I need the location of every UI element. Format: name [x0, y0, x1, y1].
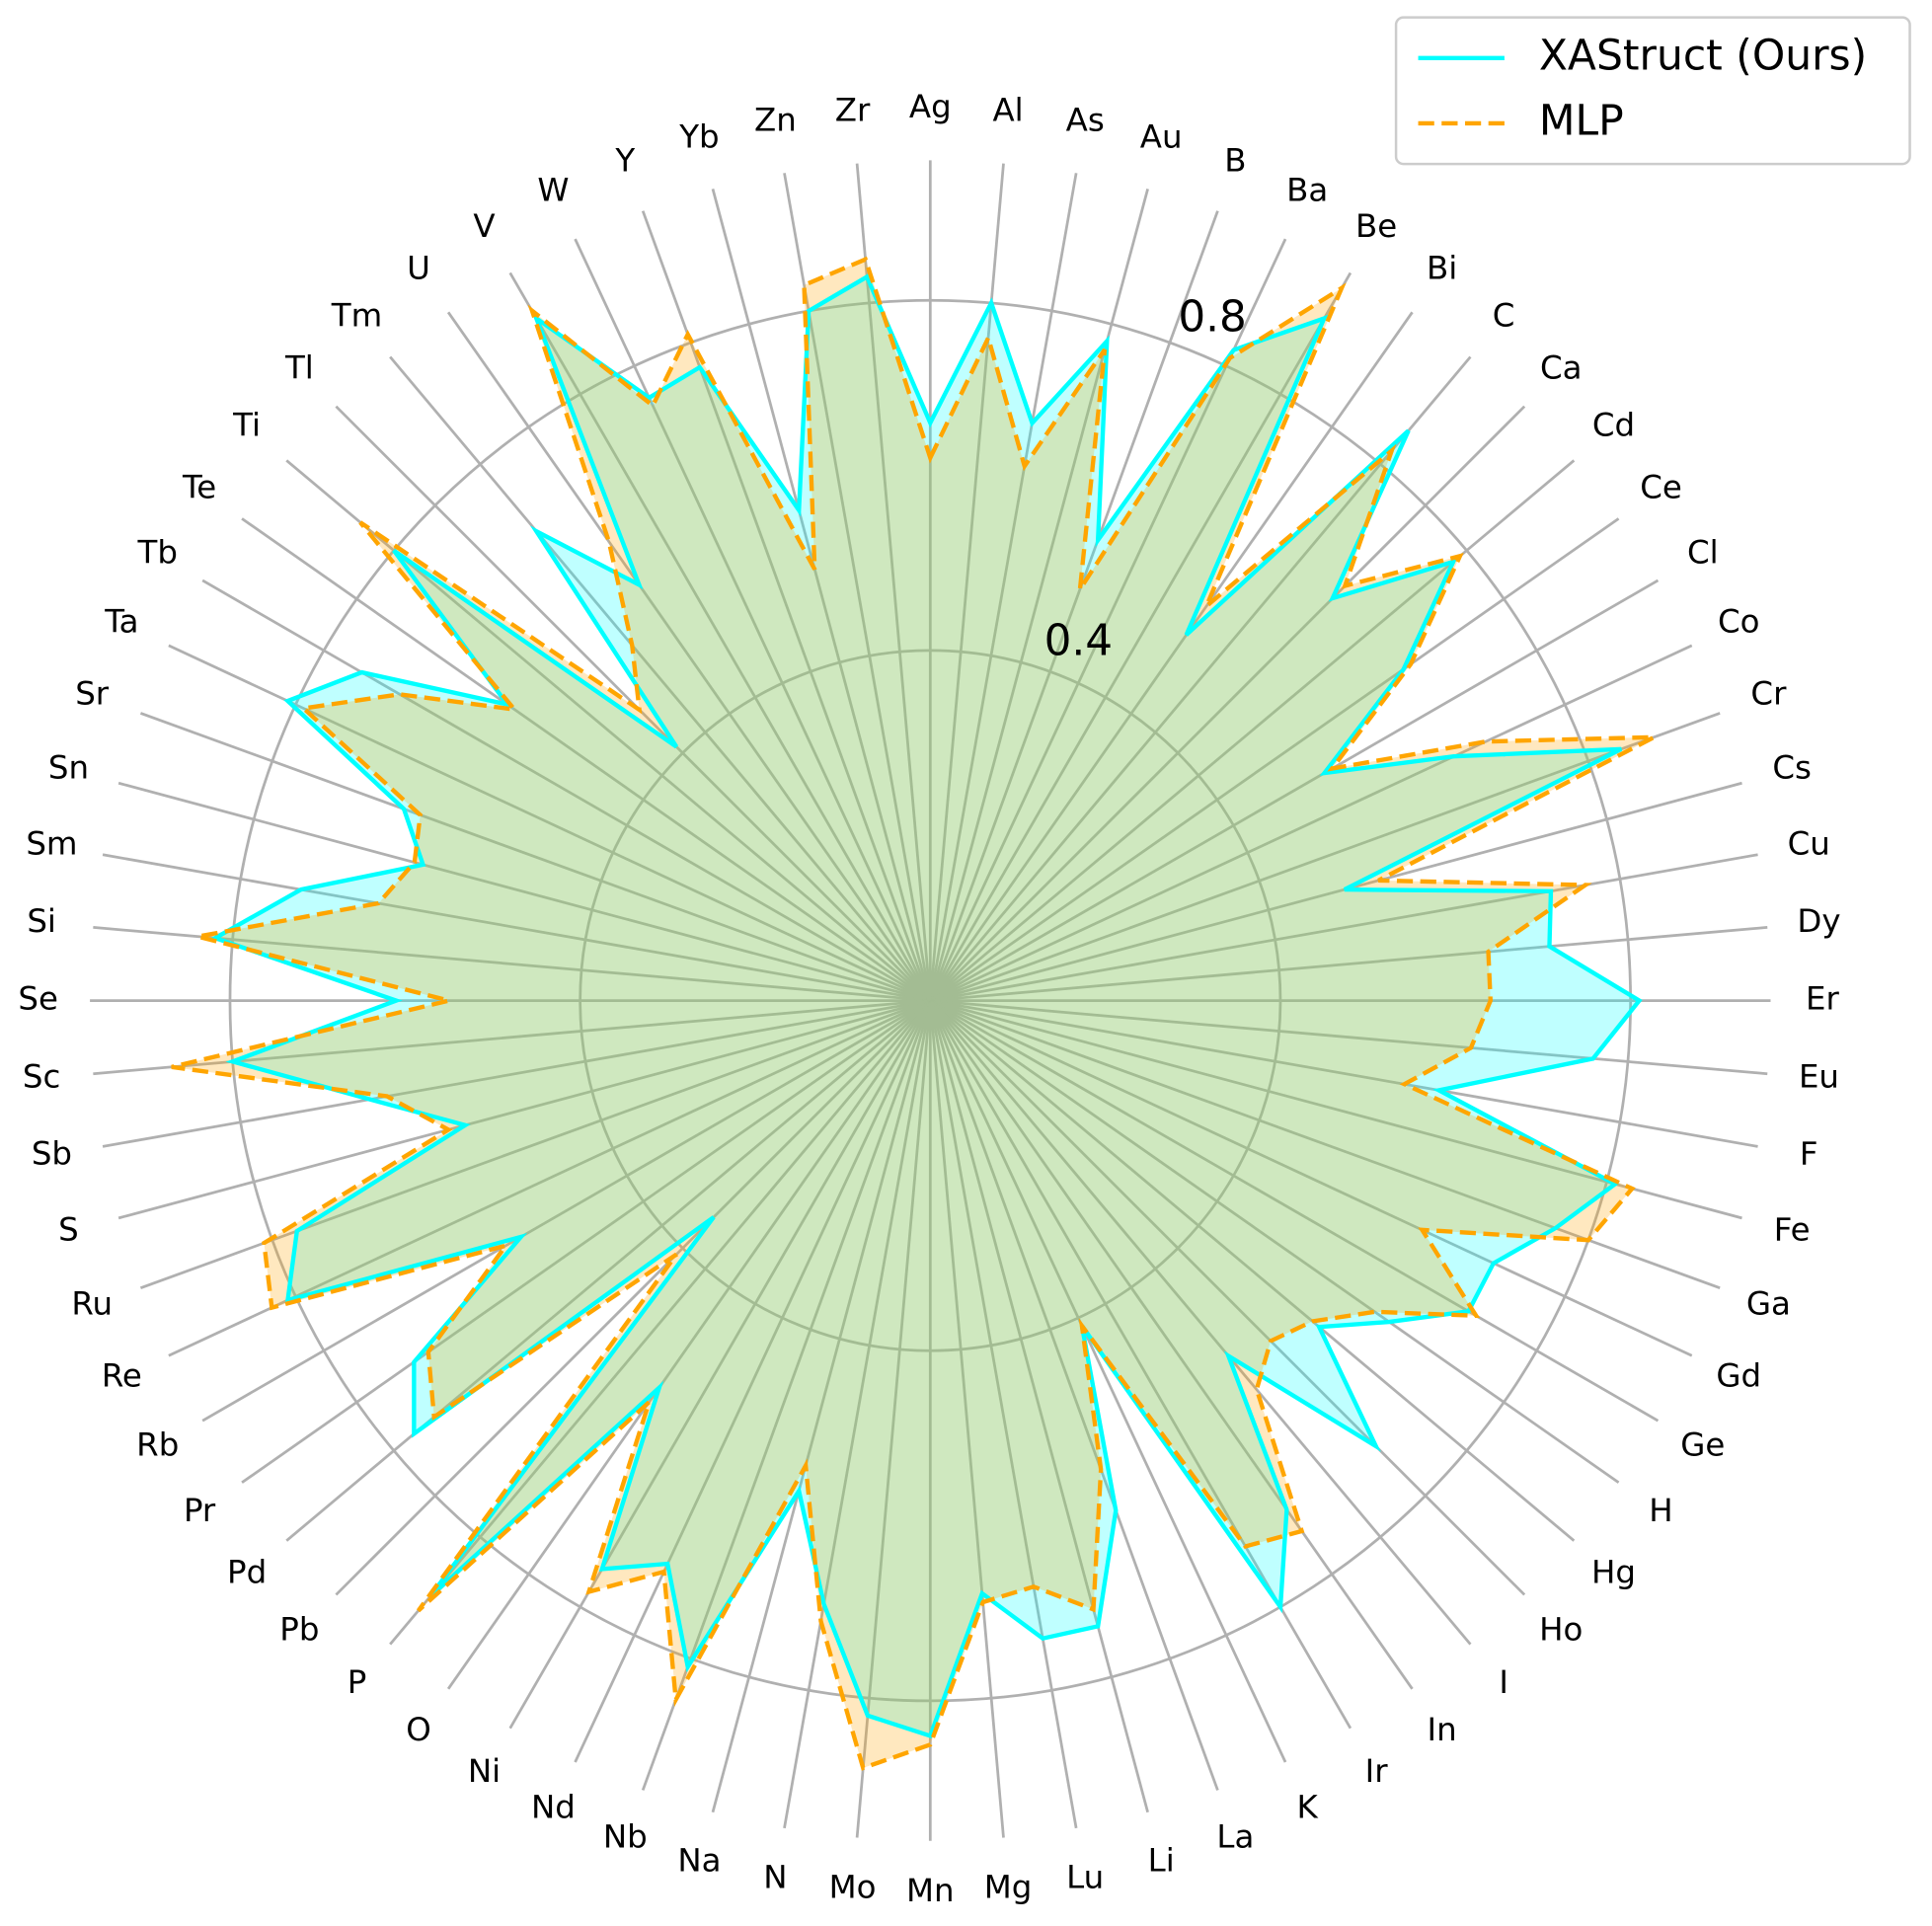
category-label: Lu — [1066, 1858, 1104, 1895]
grid-ring — [579, 649, 1282, 1352]
category-label: Ir — [1365, 1752, 1389, 1790]
category-label: Cu — [1788, 825, 1830, 863]
category-label: Te — [182, 468, 216, 505]
category-label: Zn — [754, 102, 797, 139]
marks — [171, 256, 1656, 1771]
category-label: Cl — [1687, 534, 1719, 572]
category-label: Pr — [184, 1492, 216, 1529]
grid-ring — [228, 298, 1633, 1703]
r-tick-label: 0.4 — [1044, 615, 1113, 665]
category-label: Tm — [331, 296, 382, 334]
category-label: Sc — [23, 1057, 60, 1095]
category-label: In — [1428, 1711, 1457, 1748]
category-label: Re — [102, 1356, 142, 1394]
category-label: Pb — [279, 1611, 319, 1649]
series-area — [215, 276, 1640, 1736]
category-label: Ti — [232, 407, 261, 444]
legend-box — [1394, 16, 1911, 166]
category-label: Er — [1806, 980, 1839, 1018]
category-label: V — [473, 207, 495, 245]
category-label: Ru — [71, 1285, 113, 1323]
category-label: Sr — [75, 675, 110, 713]
category-label: Ca — [1540, 349, 1583, 387]
series-area — [171, 259, 1655, 1768]
category-label: Mg — [984, 1869, 1033, 1906]
category-label: Sm — [26, 825, 77, 863]
category-label: Mn — [906, 1872, 955, 1909]
category-label: Gd — [1716, 1356, 1761, 1394]
category-label: Si — [27, 902, 56, 940]
category-label: Ni — [468, 1752, 501, 1790]
category-label: Au — [1140, 118, 1183, 156]
category-label: Be — [1355, 207, 1397, 245]
category-label: Ba — [1286, 172, 1328, 209]
category-label: Fe — [1774, 1210, 1811, 1248]
category-label: Sb — [32, 1134, 72, 1172]
category-label: Mo — [829, 1869, 877, 1906]
legend: XAStruct (Ours) MLP — [1394, 16, 1911, 166]
category-label: Nd — [531, 1789, 576, 1826]
category-label: P — [348, 1663, 367, 1701]
category-label: Ga — [1746, 1285, 1791, 1323]
category-label: Al — [992, 91, 1023, 128]
category-label: K — [1297, 1789, 1319, 1826]
category-label: Li — [1148, 1841, 1175, 1879]
category-label: Ce — [1640, 468, 1682, 505]
category-label: Co — [1718, 603, 1760, 641]
category-label: Tl — [284, 349, 314, 387]
series-line — [209, 273, 1643, 1739]
series-line — [171, 256, 1656, 1771]
category-label: Cs — [1772, 749, 1812, 787]
category-label: Rb — [136, 1425, 179, 1463]
category-label: Sn — [48, 749, 89, 787]
category-label: H — [1649, 1492, 1672, 1529]
category-label: Hg — [1591, 1553, 1636, 1590]
category-label: W — [537, 172, 569, 209]
category-label: Y — [614, 141, 635, 179]
category-label: Dy — [1797, 902, 1840, 940]
legend-label: MLP — [1539, 97, 1624, 145]
category-label: As — [1066, 102, 1105, 139]
category-label: I — [1499, 1663, 1508, 1701]
category-label: U — [407, 249, 430, 286]
category-label: Pd — [227, 1553, 267, 1590]
category-label: S — [58, 1210, 79, 1248]
category-label: Eu — [1799, 1057, 1839, 1095]
category-label: Tb — [137, 534, 178, 572]
category-label: Cr — [1750, 675, 1787, 713]
category-label: O — [406, 1711, 431, 1748]
category-label: Cd — [1592, 407, 1635, 444]
category-label: Ta — [104, 603, 138, 641]
category-label: B — [1224, 141, 1246, 179]
category-label: La — [1216, 1818, 1254, 1856]
category-label: Se — [18, 980, 58, 1018]
r-tick-label: 0.8 — [1178, 292, 1246, 343]
category-label: Yb — [678, 118, 719, 156]
category-label: Nb — [603, 1818, 648, 1856]
category-label: Ho — [1539, 1611, 1583, 1649]
category-label: F — [1800, 1134, 1818, 1172]
category-label: Ag — [909, 88, 952, 125]
legend-label: XAStruct (Ours) — [1539, 32, 1867, 80]
category-label: N — [763, 1858, 787, 1895]
category-label: Na — [677, 1841, 721, 1879]
category-label: Zr — [835, 91, 871, 128]
category-label: Bi — [1427, 249, 1457, 286]
category-label: C — [1493, 296, 1515, 334]
category-label: Ge — [1680, 1425, 1725, 1463]
